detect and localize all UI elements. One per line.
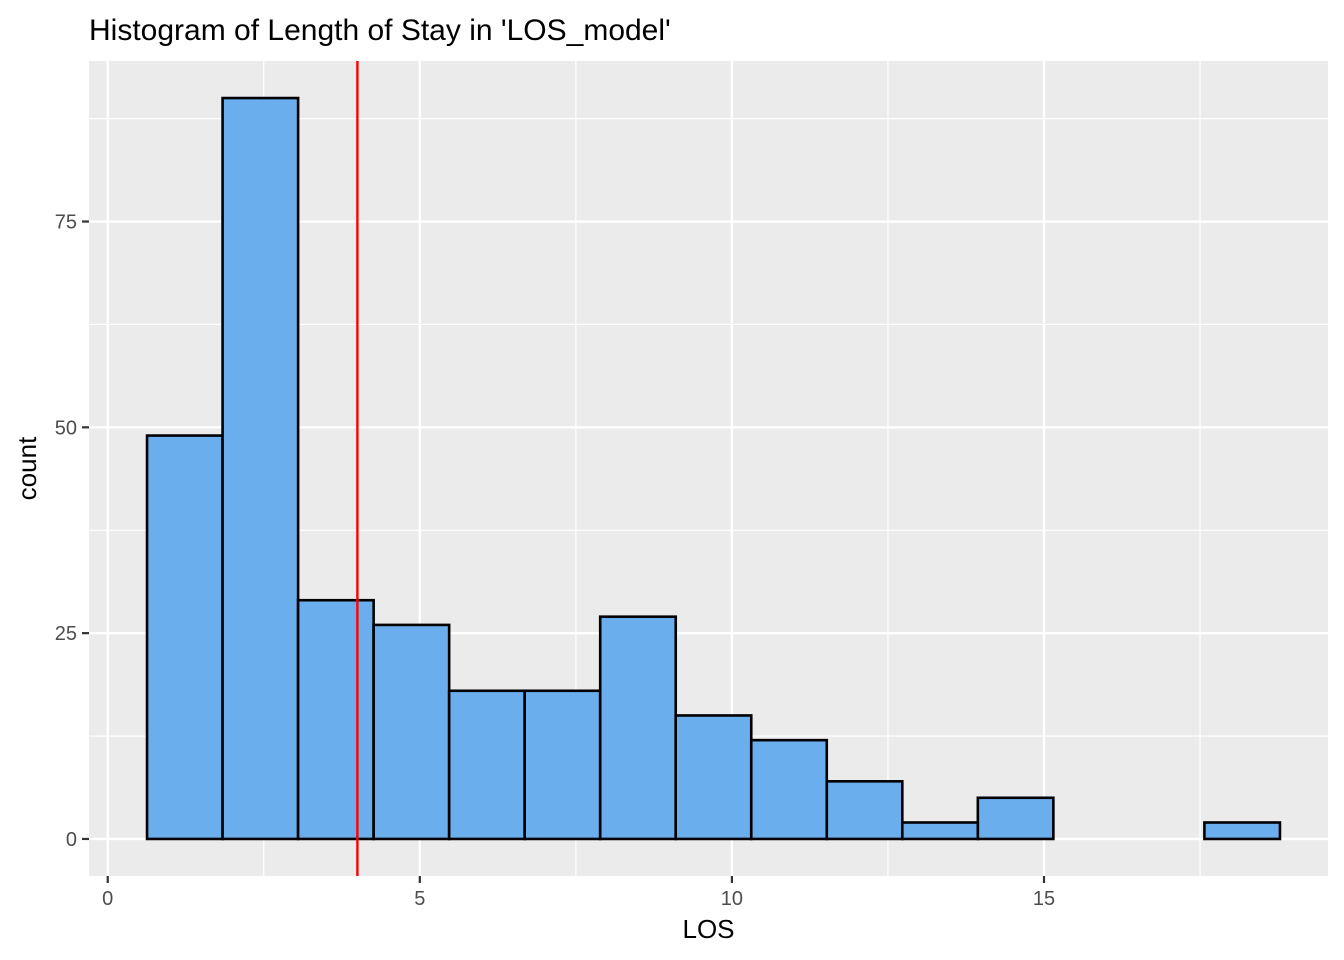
x-tick-label: 0 bbox=[102, 888, 113, 910]
histogram-bar bbox=[372, 623, 451, 841]
histogram-bar bbox=[825, 780, 904, 841]
histogram-bar bbox=[523, 689, 602, 841]
y-tick-label: 25 bbox=[55, 623, 77, 645]
histogram-bar bbox=[145, 434, 224, 841]
histogram-bar bbox=[749, 738, 829, 841]
y-tick-label: 50 bbox=[55, 417, 77, 439]
histogram-bar bbox=[221, 96, 300, 841]
histogram-bar bbox=[296, 598, 375, 841]
y-tick-label: 0 bbox=[66, 829, 77, 851]
x-axis: 0 5 10 15 bbox=[102, 876, 1055, 910]
x-tick-label: 5 bbox=[414, 888, 425, 910]
y-tick-label: 75 bbox=[55, 212, 77, 234]
histogram-bar bbox=[598, 615, 678, 841]
histogram-bar bbox=[447, 689, 526, 841]
histogram-bar bbox=[674, 714, 753, 841]
histogram-bars bbox=[145, 96, 1282, 841]
x-axis-title: LOS bbox=[682, 914, 734, 944]
x-tick-label: 15 bbox=[1033, 888, 1055, 910]
chart-title: Histogram of Length of Stay in 'LOS_mode… bbox=[89, 14, 671, 47]
histogram-bar bbox=[901, 821, 980, 841]
histogram-bar bbox=[976, 796, 1055, 841]
x-tick-label: 10 bbox=[721, 888, 743, 910]
y-axis: 0 25 50 75 bbox=[55, 212, 89, 851]
y-axis-title: count bbox=[12, 436, 42, 500]
histogram-bar bbox=[1203, 821, 1282, 841]
